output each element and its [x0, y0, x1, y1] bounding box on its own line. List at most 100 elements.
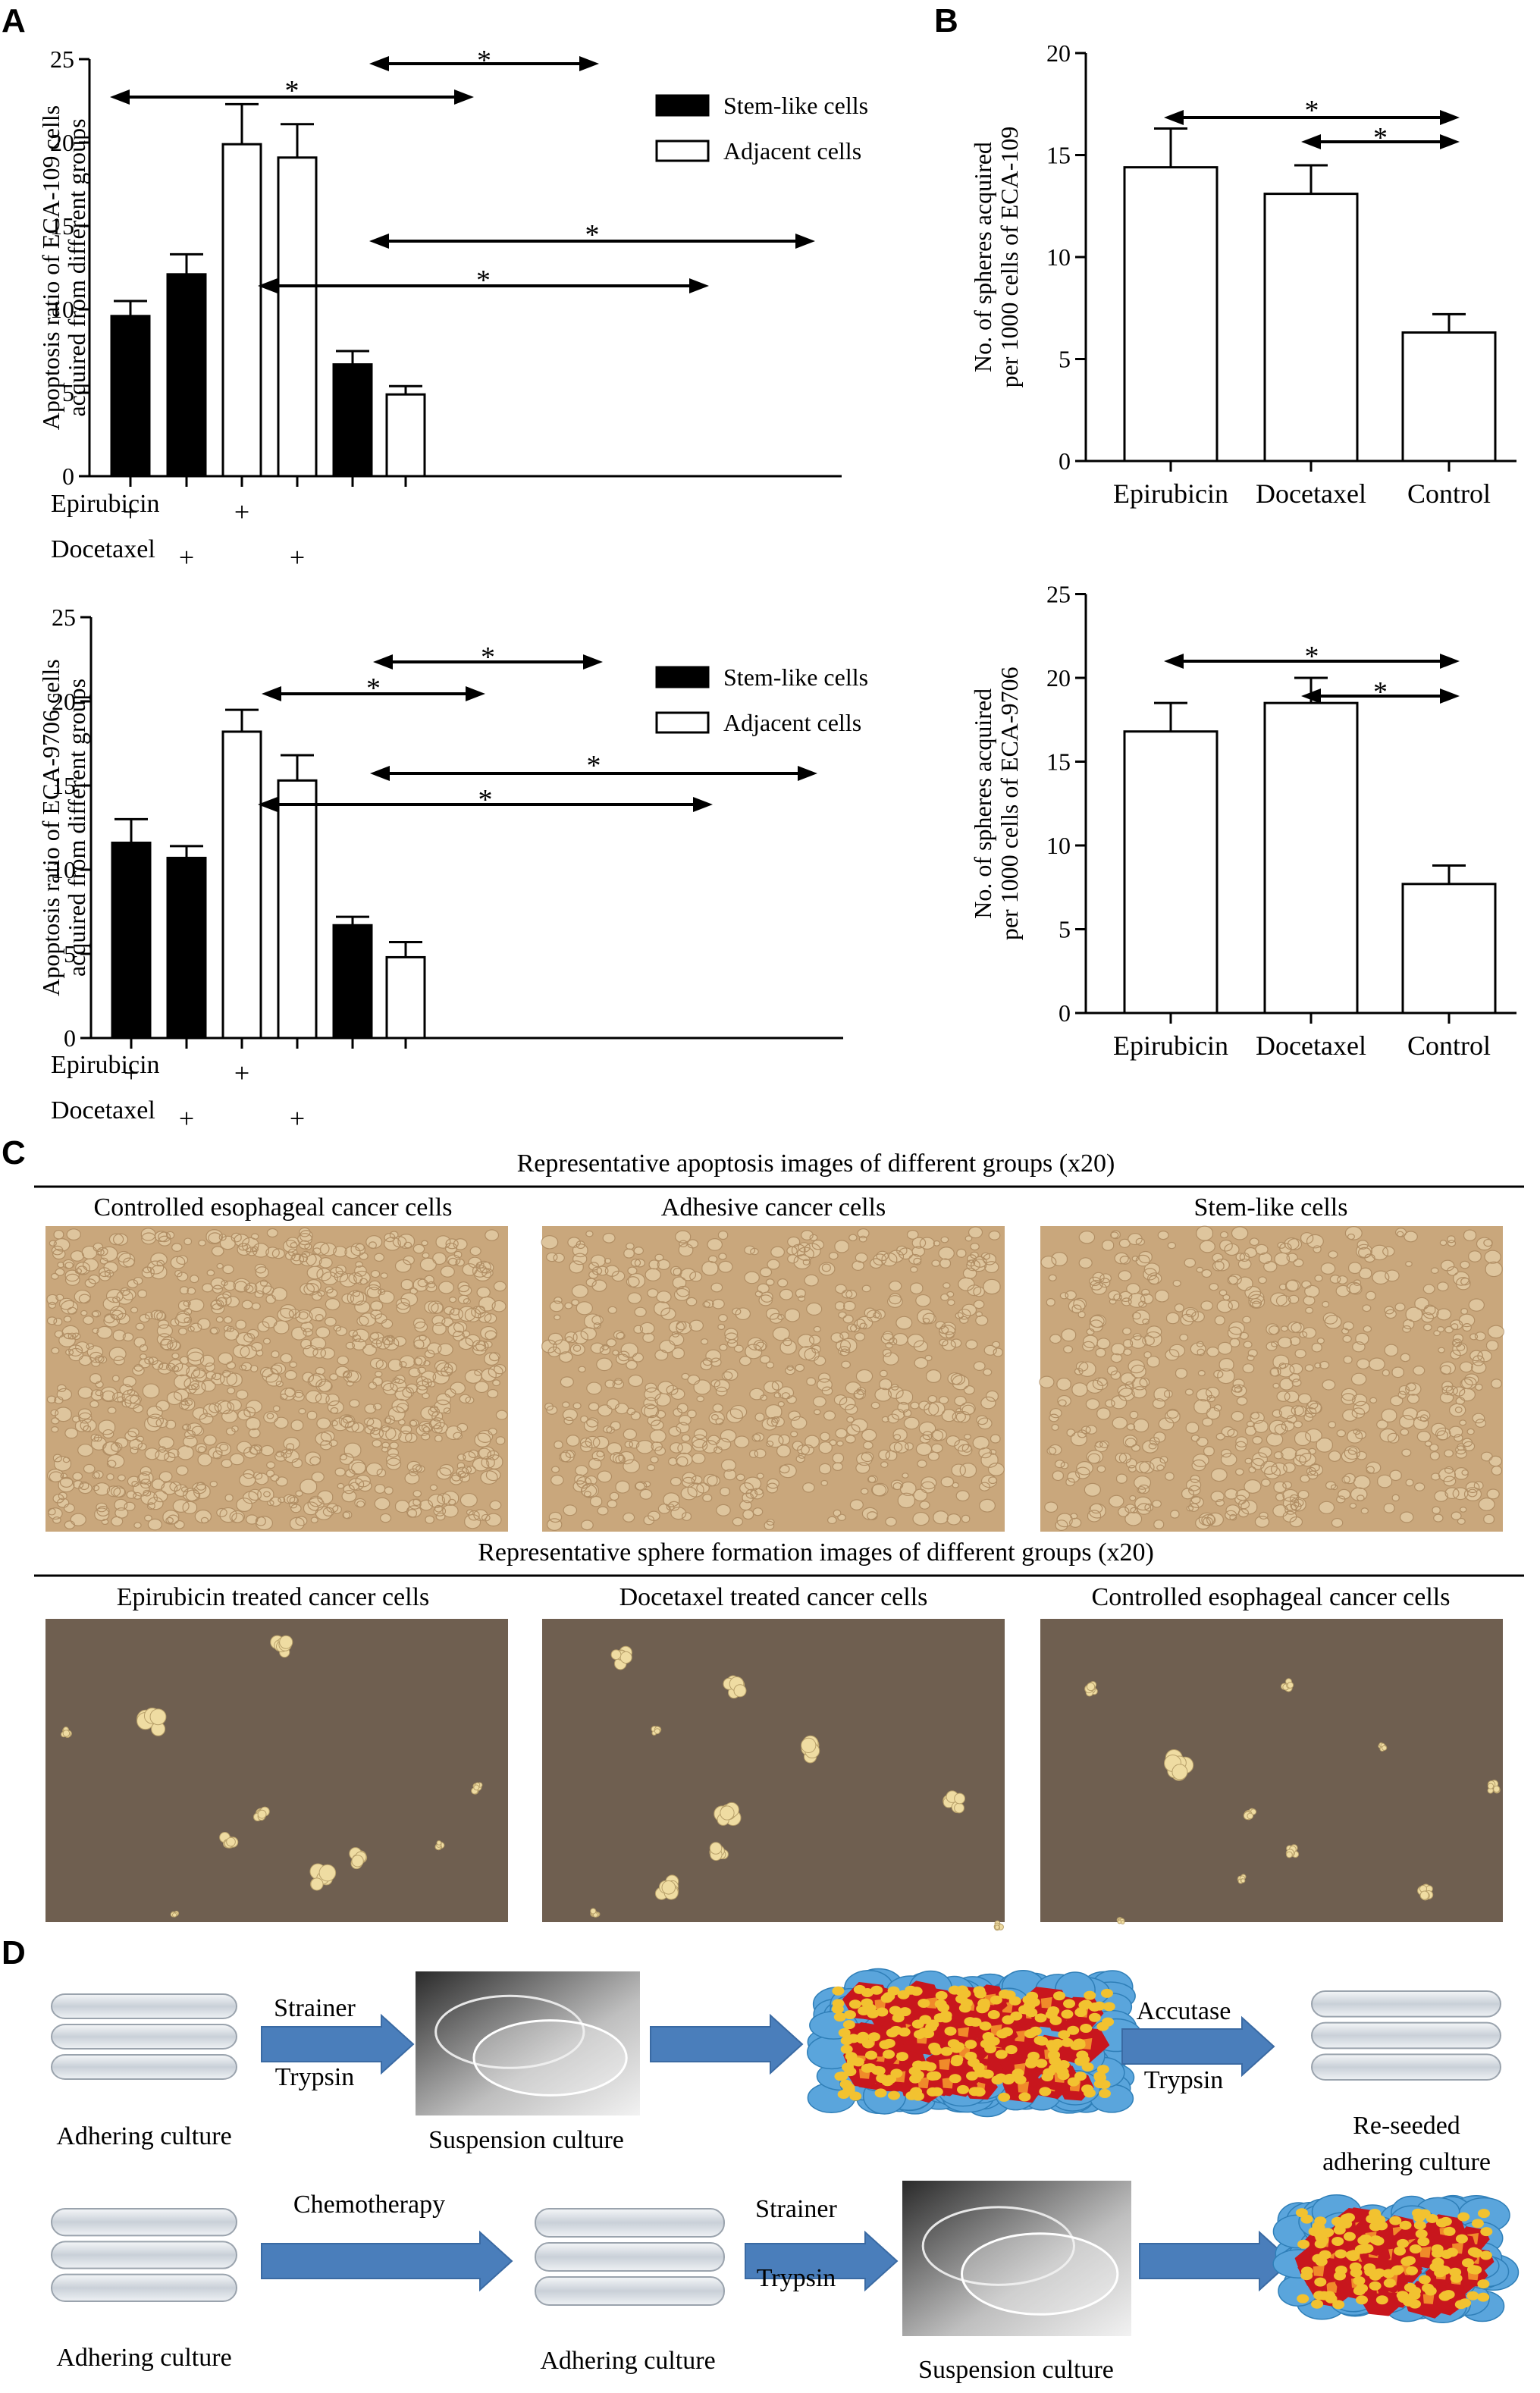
nucleus — [930, 2087, 943, 2097]
nucleus — [842, 2085, 855, 2095]
sphere-images-title: Representative sphere formation images o… — [478, 1538, 1154, 1567]
nucleus — [1369, 2222, 1382, 2231]
nucleus — [1439, 2216, 1452, 2226]
sphere-colony — [610, 1645, 632, 1670]
stacked-dish — [51, 2273, 237, 2303]
nucleus — [998, 2092, 1011, 2102]
significance-arrow-head-right — [466, 686, 485, 701]
sphere-colony — [434, 1840, 445, 1851]
sphere-colony — [1164, 1749, 1194, 1781]
nucleus — [848, 1999, 861, 2009]
sphere-cell — [62, 1730, 71, 1737]
cell-texture — [1039, 1225, 1505, 1531]
significance-arrow-head-right — [583, 654, 603, 670]
y-tick-label: 15 — [1046, 142, 1071, 169]
significance-arrow-head-right — [1440, 134, 1460, 149]
y-tick-label: 10 — [50, 296, 74, 323]
y-tick-label: 0 — [1059, 447, 1071, 475]
sphere-colony — [1378, 1742, 1388, 1752]
dish-photo-background — [902, 2181, 1131, 2336]
bar — [332, 924, 373, 1040]
nucleus — [1409, 2244, 1422, 2253]
nucleus — [1003, 2073, 1016, 2083]
nucleus — [934, 1999, 947, 2009]
significance-arrow-head-left — [1301, 688, 1321, 704]
suspension-dish-2 — [902, 2181, 1131, 2336]
y-tick-label: 15 — [50, 212, 74, 240]
nucleus — [843, 2010, 856, 2020]
sphere-cell — [610, 1649, 622, 1661]
significance-star: * — [476, 265, 491, 296]
nucleus — [1314, 2216, 1327, 2226]
dish-base — [472, 2019, 628, 2097]
sphere-caption-2: Docetaxel treated cancer cells — [619, 1583, 928, 1611]
bar — [1401, 883, 1497, 1015]
nucleus — [1454, 2300, 1467, 2310]
nucleus — [1372, 2268, 1385, 2278]
apoptosis-image-1 — [45, 1226, 508, 1532]
sphere-cell — [654, 1728, 660, 1735]
nucleus — [1413, 2220, 1426, 2230]
sphere-cell — [1382, 1745, 1388, 1751]
sphere-cell — [226, 1836, 236, 1847]
sphere-colony — [723, 1675, 747, 1699]
nucleus — [1399, 2220, 1412, 2230]
sphere-colony — [471, 1782, 483, 1795]
treatment-label: Docetaxel — [51, 535, 155, 563]
nucleus — [874, 2088, 887, 2098]
adhering-dish-3 — [522, 2188, 738, 2335]
arrow-strainer-trypsin-2 — [745, 2230, 899, 2292]
sphere-cell — [1171, 1764, 1188, 1780]
significance-arrow-head-right — [795, 234, 815, 249]
y-tick-label: 0 — [62, 463, 74, 490]
bar — [110, 315, 151, 478]
nucleus — [1409, 2286, 1422, 2296]
nucleus — [944, 2026, 957, 2036]
nucleus — [949, 1985, 961, 1995]
nucleus — [951, 2055, 964, 2065]
y-tick-label: 25 — [50, 45, 74, 73]
nucleus — [955, 1994, 968, 2004]
sphere-colony — [170, 1910, 180, 1918]
y-axis-label: No. of spheres acquired — [969, 688, 996, 919]
nucleus — [1415, 2229, 1428, 2239]
nucleus — [910, 1987, 923, 1996]
sphere-caption-3: Controlled esophageal cancer cells — [1092, 1583, 1451, 1611]
nucleus — [1394, 2246, 1407, 2256]
stacked-dish — [1311, 2053, 1501, 2081]
y-axis-label: No. of spheres acquired — [969, 142, 996, 372]
significance-star: * — [585, 219, 600, 251]
sphere-image-3 — [1040, 1619, 1503, 1924]
nucleus — [897, 1990, 910, 1999]
treatment-mark: + — [179, 542, 194, 572]
nucleus — [892, 2013, 905, 2023]
nucleus — [1073, 2038, 1086, 2048]
nucleus — [1477, 2209, 1490, 2219]
nucleus — [1466, 2291, 1479, 2300]
label-trypsin-1: Trypsin — [275, 2063, 355, 2091]
treatment-mark: + — [124, 1058, 139, 1088]
sphere-colony — [61, 1727, 72, 1739]
nucleus — [1314, 2239, 1327, 2249]
nucleus — [1417, 2237, 1430, 2247]
treatment-label: Epirubicin — [51, 490, 160, 518]
nucleus — [1471, 2219, 1484, 2228]
nucleus — [1093, 2001, 1106, 2011]
label-suspension-culture-2: Suspension culture — [918, 2356, 1114, 2384]
nucleus — [930, 2046, 943, 2056]
nucleus — [996, 2029, 1009, 2039]
apoptosis-caption-3: Stem-like cells — [1193, 1193, 1347, 1222]
sphere-cell — [1247, 1812, 1254, 1820]
dish-photo-background — [416, 1971, 640, 2115]
nucleus — [1027, 1997, 1040, 2007]
sphere-cell — [473, 1784, 480, 1791]
y-axis-label: Apoptosis ratio of ECA-109 cells — [37, 105, 64, 430]
nucleus — [1318, 2291, 1331, 2300]
nucleus — [964, 2017, 977, 2027]
sphere-colony — [1487, 1780, 1501, 1794]
nucleus — [864, 2003, 877, 2013]
sphere-cell — [994, 1924, 1000, 1930]
sphere-colony — [651, 1726, 662, 1736]
x-tick-label: Docetaxel — [1256, 478, 1366, 509]
treatment-mark: + — [123, 497, 138, 527]
